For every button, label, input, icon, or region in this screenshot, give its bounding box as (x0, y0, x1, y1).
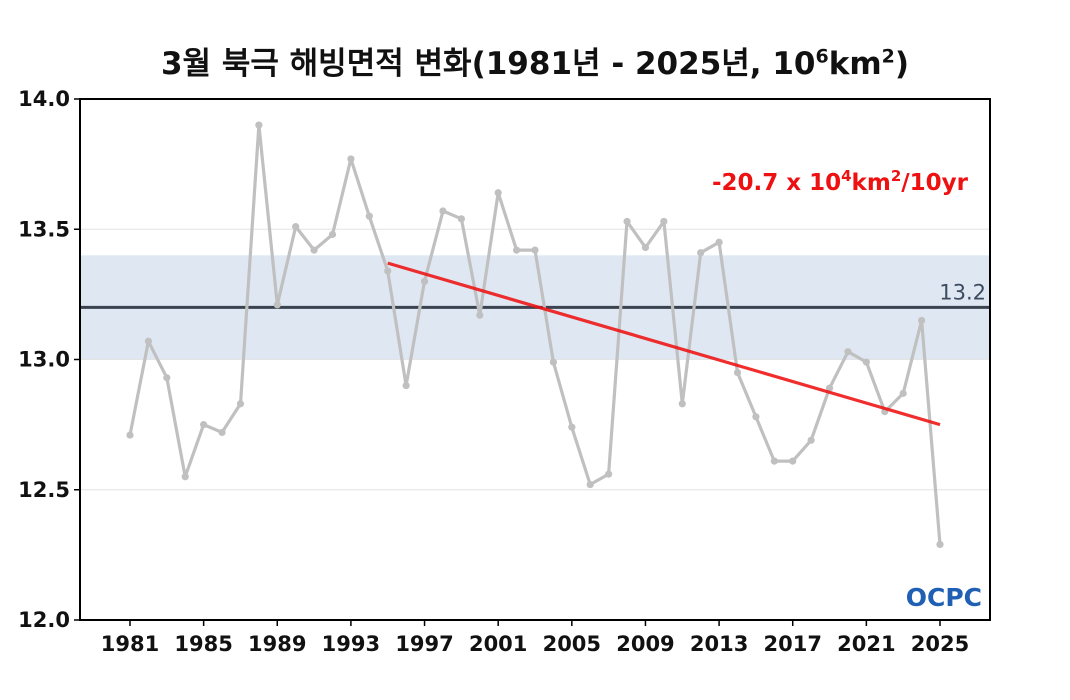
data-point (697, 249, 705, 257)
data-point (163, 374, 171, 382)
data-point (144, 337, 153, 345)
x-tick-label: 1997 (395, 632, 453, 656)
data-point (862, 358, 870, 366)
data-point (384, 267, 392, 275)
data-point (292, 223, 300, 231)
data-point (586, 480, 594, 489)
data-point (236, 400, 245, 408)
x-tick-label: 1989 (248, 632, 306, 656)
data-point (825, 384, 834, 392)
data-point (770, 457, 778, 465)
x-tick-label: 2021 (837, 632, 895, 656)
data-point (660, 217, 668, 226)
data-point (402, 381, 410, 390)
data-point (844, 348, 852, 356)
data-point (457, 215, 465, 223)
data-point (476, 311, 484, 319)
x-tick-label: 2005 (543, 632, 601, 656)
data-point (807, 436, 815, 444)
data-point (623, 217, 631, 226)
trend-label-mid: km (852, 170, 891, 196)
x-tick-label: 1993 (322, 632, 380, 656)
title-end: ) (894, 46, 910, 82)
x-tick-label: 1985 (174, 632, 232, 656)
data-point (678, 400, 686, 408)
chart-title: 3월 북극 해빙면적 변화(1981년 - 2025년, 106km2) (0, 38, 1070, 83)
y-tick-label: 13.5 (18, 217, 70, 241)
data-point (420, 277, 429, 285)
title-sup-2: 2 (881, 45, 895, 68)
data-point (512, 246, 521, 254)
data-point (439, 207, 447, 215)
title-sup-1: 6 (815, 45, 829, 68)
data-point (255, 121, 263, 129)
data-point (752, 413, 760, 421)
data-point (715, 238, 723, 246)
trend-line (387, 261, 941, 427)
trend-label-sup-2: 2 (891, 167, 901, 185)
x-tick-label: 2013 (690, 632, 748, 656)
series-layer (126, 121, 944, 549)
ocpc-logo: OCPC (906, 583, 982, 612)
trend-label-pre: -20.7 x 10 (712, 170, 841, 196)
data-point (218, 428, 226, 437)
trend-rate-label: -20.7 x 104km2/10yr (712, 167, 969, 196)
y-tick-label: 12.0 (18, 608, 70, 632)
x-tick-label: 2009 (616, 632, 674, 656)
data-point (936, 540, 944, 549)
data-point (126, 431, 134, 439)
data-point (328, 230, 337, 239)
data-point (733, 368, 742, 377)
x-tick-label: 2017 (764, 632, 822, 656)
trend-label-post: /10yr (901, 170, 968, 196)
x-tick-label: 2001 (469, 632, 527, 656)
data-point (789, 457, 797, 465)
data-point (549, 358, 558, 366)
data-point (531, 246, 539, 254)
data-point (365, 212, 373, 220)
data-point (641, 243, 650, 252)
title-mid: km (828, 46, 882, 82)
grid-layer (80, 228, 990, 491)
data-point (494, 189, 502, 197)
data-point (568, 423, 576, 431)
trend-label-sup-1: 4 (841, 167, 851, 185)
reference-value-label: 13.2 (939, 280, 986, 304)
data-point (181, 473, 189, 481)
data-point (347, 155, 355, 163)
title-main: 3월 북극 해빙면적 변화(1981년 - 2025년, 10 (160, 46, 816, 82)
data-point (200, 421, 208, 429)
y-tick-label: 12.5 (18, 478, 70, 502)
ticks-layer: 12.0 12.5 13.0 13.5 14.0 1981 1985 1989 1993 1997… (18, 87, 969, 656)
y-tick-label: 13.0 (18, 348, 70, 372)
x-tick-label: 1981 (101, 632, 159, 656)
y-tick-label: 14.0 (18, 87, 70, 111)
data-point (605, 470, 613, 478)
data-point (310, 246, 318, 254)
data-point (273, 301, 281, 309)
x-tick-label: 2025 (911, 632, 969, 656)
trend-layer (387, 261, 941, 427)
data-point (899, 389, 907, 397)
data-point (917, 316, 926, 325)
